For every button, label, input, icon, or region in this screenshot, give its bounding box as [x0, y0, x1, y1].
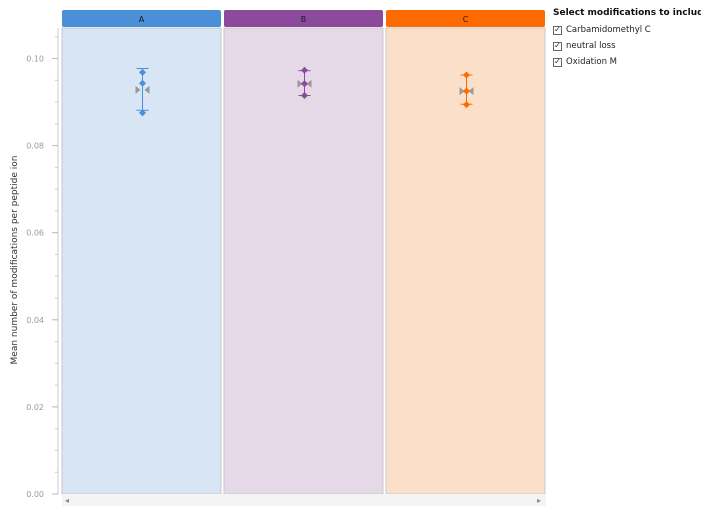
panel-a-point-1 [139, 68, 146, 76]
panel-b-marks [297, 66, 312, 100]
panel-a-point-2 [139, 79, 146, 87]
marks-layer [135, 66, 474, 117]
y-tick-label: 0.04 [26, 316, 44, 325]
modification-label: Oxidation M [566, 57, 618, 67]
panel-a-mean-marker-left [135, 85, 141, 94]
panel-b-point-2 [301, 80, 308, 88]
panel-c-mean-marker-right [468, 87, 474, 96]
modification-checkbox[interactable]: ✓ [553, 57, 562, 67]
panel-c-mean-marker-left [459, 87, 465, 96]
y-tick-label: 0.02 [26, 403, 44, 412]
modification-list: ✓ Carbamidomethyl C ✓ neutral loss ✓ Oxidatio… [553, 22, 701, 70]
panel-c-header [386, 10, 545, 27]
panel-c-marks [459, 71, 474, 109]
modification-label: Carbamidomethyl C [566, 25, 651, 35]
y-tick-label: 0.00 [26, 490, 44, 499]
panel-a-marks [135, 68, 150, 117]
y-axis-label: Mean number of modifications per peptide… [10, 156, 20, 365]
modification-checkbox[interactable]: ✓ [553, 41, 562, 51]
modification-selector-title: Select modifications to include [553, 8, 701, 18]
panel-b-point-3 [301, 92, 308, 100]
scroll-right-arrow[interactable]: ▸ [537, 496, 541, 505]
panel-b-header [224, 10, 383, 27]
panel-c-label: C [463, 15, 469, 24]
panel-a-mean-marker-right [144, 85, 150, 94]
scroll-left-arrow[interactable]: ◂ [65, 496, 69, 505]
modification-item[interactable]: ✓ Oxidation M [553, 54, 701, 70]
horizontal-scrollbar[interactable]: ◂ ▸ [62, 494, 546, 506]
modification-label: neutral loss [566, 41, 616, 51]
panel-b-point-1 [301, 66, 308, 74]
modification-checkbox[interactable]: ✓ [553, 25, 562, 35]
panel-a-background [61, 27, 222, 495]
y-tick-label: 0.10 [26, 54, 44, 63]
panel-b-background [223, 27, 384, 495]
panel-c-point-2 [463, 87, 470, 95]
modification-selector: Select modifications to include ✓ Carbami… [553, 8, 701, 70]
panel-b-mean-marker-right [306, 79, 312, 88]
y-tick-label: 0.06 [26, 229, 44, 238]
panel-a-header [62, 10, 221, 27]
modification-item[interactable]: ✓ neutral loss [553, 38, 701, 54]
y-axis: 0.00 0.02 0.04 0.06 0.08 0.10 [26, 28, 59, 499]
panel-c-point-3 [463, 101, 470, 109]
y-tick-label: 0.08 [26, 142, 44, 151]
modification-item[interactable]: ✓ Carbamidomethyl C [553, 22, 701, 38]
panel-c-background [385, 27, 546, 495]
panel-b-mean-marker-left [297, 79, 303, 88]
panel-a-label: A [139, 15, 145, 24]
panel-c-point-1 [463, 71, 470, 79]
panel-a-point-3 [139, 109, 146, 117]
panel-b-label: B [301, 15, 307, 24]
